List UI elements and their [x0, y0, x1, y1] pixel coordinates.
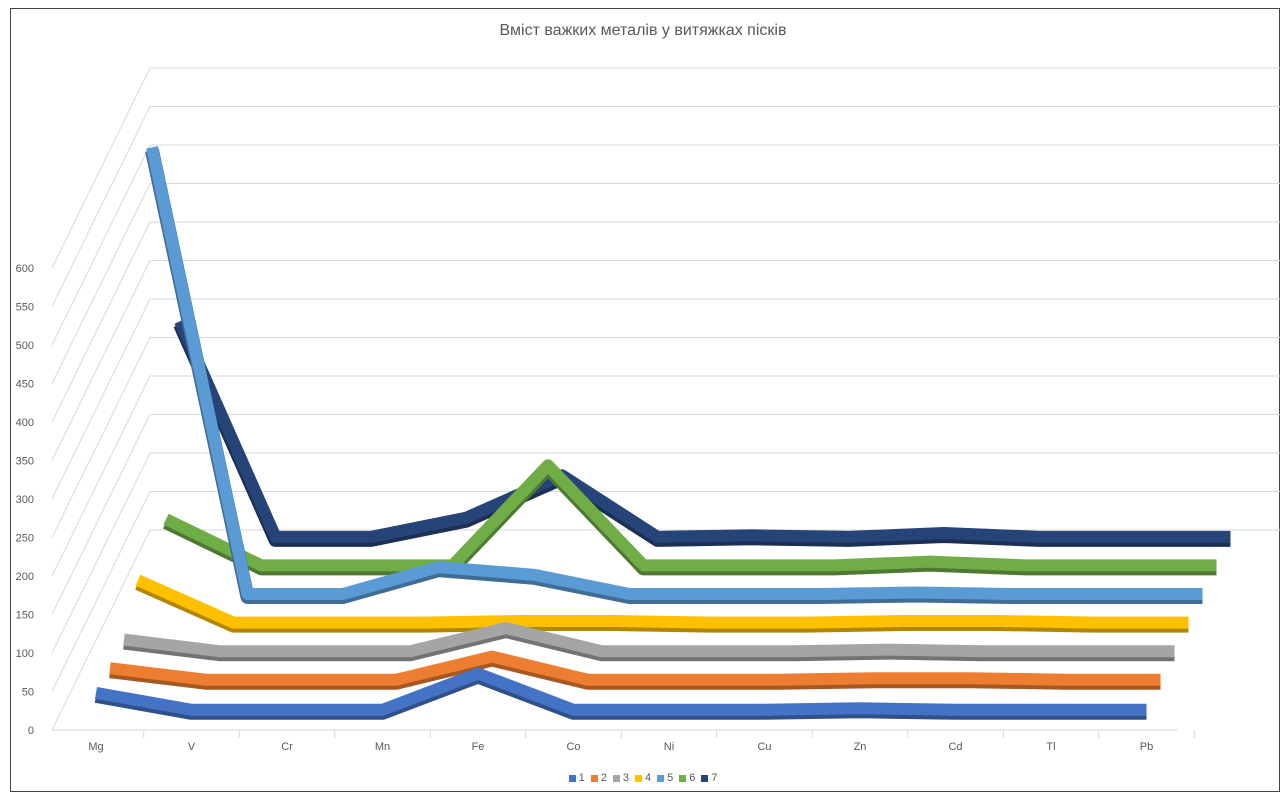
series-4-ribbon — [135, 574, 1189, 633]
series-2-ribbon — [109, 650, 1161, 690]
legend-swatch — [590, 774, 598, 782]
legend-item-4: 4 — [634, 772, 652, 784]
series-7-shadow — [173, 321, 1231, 547]
series-6-shadow — [162, 461, 1217, 576]
series-7-line — [174, 318, 1231, 543]
x-tick-label: Mn — [375, 741, 390, 753]
legend-label: 6 — [689, 772, 696, 784]
legend-item-1: 1 — [568, 772, 585, 784]
x-tick-label: Tl — [1046, 741, 1055, 753]
gridline-side — [51, 221, 151, 423]
chart-frame — [10, 8, 1280, 792]
y-tick-label: 400 — [16, 417, 34, 429]
y-tick-label: 500 — [16, 340, 34, 352]
x-tick-label: Ni — [664, 741, 674, 753]
gridline-side — [51, 67, 151, 269]
x-tick-label: Mg — [88, 741, 103, 753]
gridline-side — [51, 144, 151, 346]
legend-swatch — [568, 774, 576, 782]
legend-swatch — [701, 774, 709, 782]
legend-label: 3 — [622, 772, 629, 784]
y-tick-label: 250 — [16, 533, 34, 545]
x-tick-label: Pb — [1140, 741, 1153, 753]
y-tick-label: 450 — [16, 379, 34, 391]
y-tick-label: 350 — [16, 456, 34, 468]
legend-item-5: 5 — [657, 772, 673, 784]
gridline-side — [51, 337, 151, 538]
legend-item-3: 3 — [612, 772, 629, 784]
x-tick-label: Cd — [948, 741, 962, 753]
series-3-ribbon — [123, 622, 1175, 662]
y-tick-label: 0 — [28, 725, 34, 737]
y-tick-label: 600 — [16, 263, 34, 275]
gridline-side — [51, 260, 151, 461]
legend-swatch — [612, 774, 620, 782]
series-1-line — [94, 667, 1147, 716]
legend-swatch — [679, 774, 687, 782]
legend-item-2: 2 — [590, 772, 607, 784]
series-2-line — [109, 650, 1161, 686]
gridline-side — [51, 106, 151, 307]
x-tick-label: Zn — [854, 741, 867, 753]
gridline-side — [51, 491, 151, 692]
legend-swatch — [657, 774, 665, 782]
y-tick-label: 150 — [16, 610, 34, 622]
series-4-line — [135, 574, 1189, 629]
y-tick-label: 300 — [16, 494, 34, 506]
chart-legend: 1 2 3 4 5 6 7 — [0, 772, 1286, 784]
y-tick-label: 550 — [16, 302, 34, 314]
chart-title: Вміст важких металів у витяжках пісків — [499, 22, 787, 39]
y-tick-label: 200 — [16, 571, 34, 583]
x-tick-label: Cr — [281, 741, 293, 753]
x-tick-label: Cu — [757, 741, 771, 753]
legend-label: 5 — [667, 772, 674, 784]
legend-label: 7 — [711, 772, 718, 784]
gridline-side — [51, 375, 151, 577]
x-tick-label: Fe — [472, 741, 485, 753]
y-tick-label: 100 — [16, 648, 34, 660]
gridline-side — [51, 529, 151, 731]
x-tick-label: V — [188, 741, 196, 753]
legend-label: 1 — [578, 772, 585, 784]
series-3-line — [123, 622, 1175, 658]
gridline-side — [51, 298, 151, 500]
legend-swatch — [634, 774, 642, 782]
gridline-side — [51, 414, 151, 615]
series-6-line — [163, 459, 1217, 572]
legend-label: 4 — [644, 772, 652, 784]
legend-item-7: 7 — [701, 772, 717, 784]
series-7-ribbon — [173, 318, 1231, 547]
series-5-line — [146, 146, 1203, 600]
gridline-side — [51, 452, 151, 654]
x-tick-label: Co — [566, 741, 580, 753]
series-1-ribbon — [94, 667, 1147, 720]
y-tick-label: 50 — [22, 687, 34, 699]
series-6-ribbon — [162, 459, 1217, 576]
gridline-side — [51, 183, 151, 384]
legend-label: 2 — [600, 772, 607, 784]
series-5-ribbon — [145, 146, 1203, 604]
legend-item-6: 6 — [679, 772, 695, 784]
